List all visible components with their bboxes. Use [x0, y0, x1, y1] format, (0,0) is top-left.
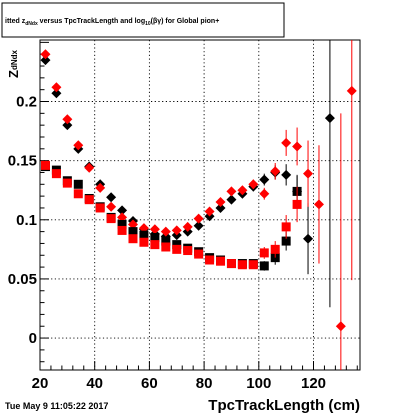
square-point — [117, 225, 127, 235]
y-tick-label: 0.1 — [16, 212, 37, 229]
diamond-point — [193, 213, 204, 224]
square-point — [128, 227, 138, 237]
diamond-point — [51, 82, 62, 93]
diamond-point — [95, 182, 106, 193]
square-point — [172, 244, 182, 254]
y-tick-label: 0.15 — [8, 153, 37, 170]
square-point — [95, 203, 105, 213]
square-point — [106, 214, 116, 224]
diamond-point — [193, 220, 204, 231]
diamond-point — [303, 233, 314, 244]
square-point — [117, 220, 127, 230]
square-point — [194, 249, 204, 259]
square-point — [150, 233, 160, 243]
diamond-point — [270, 166, 281, 177]
diamond-point — [248, 179, 259, 190]
square-point — [172, 240, 182, 250]
x-tick-label: 100 — [246, 375, 271, 392]
diamond-point — [226, 186, 237, 197]
square-point — [226, 259, 236, 269]
data-marks — [40, 40, 357, 370]
square-point — [73, 189, 83, 199]
diamond-point — [313, 199, 324, 210]
square-point — [292, 199, 302, 209]
square-point — [62, 178, 72, 188]
square-point — [281, 222, 291, 232]
y-axis-label: ZdNdx — [6, 49, 21, 78]
diamond-point — [51, 88, 62, 99]
diamond-point — [346, 85, 357, 96]
square-point — [128, 234, 138, 244]
diamond-point — [62, 114, 73, 125]
y-tick-label: 0.2 — [16, 94, 37, 111]
square-point — [139, 237, 149, 247]
diamond-point — [215, 202, 226, 213]
diamond-point — [138, 223, 149, 234]
diamond-point — [281, 169, 292, 180]
diamond-point — [259, 188, 270, 199]
diamond-point — [324, 113, 335, 124]
plot-frame — [39, 39, 361, 371]
square-point — [139, 230, 149, 240]
square-point — [281, 236, 291, 246]
square-point — [270, 244, 280, 254]
diamond-point — [237, 185, 248, 196]
diamond-point — [149, 224, 160, 235]
square-point — [161, 242, 171, 252]
square-point — [150, 240, 160, 250]
diamond-point — [171, 225, 182, 236]
x-tick-label: 20 — [32, 375, 49, 392]
square-point — [259, 261, 269, 271]
diamond-point — [182, 221, 193, 232]
square-point — [259, 248, 269, 258]
square-point — [248, 260, 258, 270]
x-tick-label: 40 — [86, 375, 103, 392]
diamond-point — [62, 120, 73, 131]
y-tick-label: 0 — [29, 330, 37, 347]
diamond-point — [204, 206, 215, 217]
y-tick-label: 0.05 — [8, 271, 37, 288]
diamond-point — [335, 321, 346, 332]
x-axis-label: TpcTrackLength (cm) — [208, 397, 360, 414]
axis-ticks: 20 40 60 80 100 120 0 0.05 0.1 0.15 0.2 — [8, 41, 358, 392]
diamond-point — [117, 212, 128, 223]
square-point — [84, 195, 94, 205]
square-point — [40, 160, 50, 170]
timestamp: Tue May 9 11:05:22 2017 — [5, 401, 108, 411]
x-tick-label: 120 — [301, 375, 326, 392]
square-point — [237, 260, 247, 270]
x-tick-label: 60 — [141, 375, 158, 392]
diamond-point — [127, 219, 138, 230]
square-point — [73, 179, 83, 189]
x-tick-label: 80 — [196, 375, 213, 392]
diamond-point — [40, 55, 51, 66]
diamond-point — [226, 194, 237, 205]
diamond-point — [106, 201, 117, 212]
diamond-point — [40, 49, 51, 60]
diamond-point — [73, 140, 84, 151]
square-point — [216, 256, 226, 266]
diamond-point — [106, 192, 117, 203]
diamond-point — [259, 174, 270, 185]
diamond-point — [84, 162, 95, 173]
title-box — [1, 2, 285, 38]
diamond-point — [215, 197, 226, 208]
diamond-point — [281, 137, 292, 148]
diamond-point — [160, 226, 171, 237]
square-point — [161, 236, 171, 246]
diamond-point — [117, 205, 128, 216]
diamond-point — [292, 141, 303, 152]
square-point — [183, 246, 193, 256]
square-point — [205, 255, 215, 265]
diamond-point — [303, 168, 314, 179]
chart-title: itted zdNdx versus TpcTrackLength and lo… — [5, 18, 219, 27]
square-point — [51, 169, 61, 179]
